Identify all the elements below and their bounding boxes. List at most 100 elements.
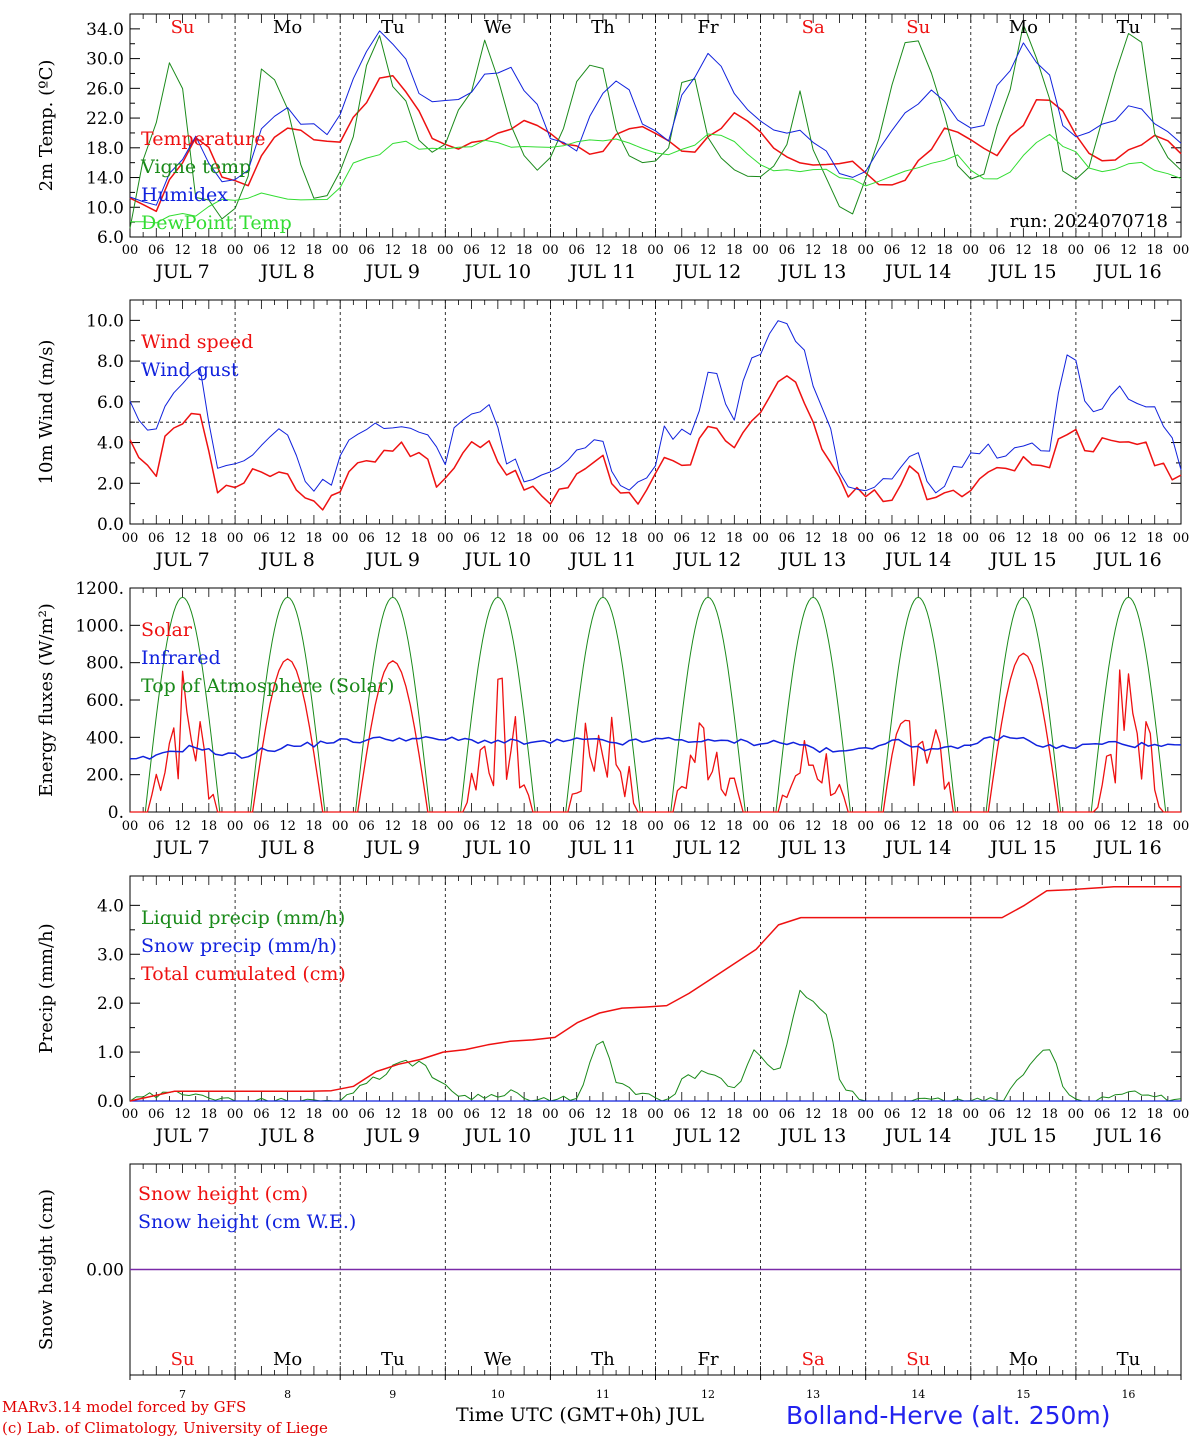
x-hour-label: 18: [306, 1107, 323, 1122]
x-date-label: JUL 16: [1093, 837, 1161, 859]
run-annotation: run: 2024070718: [1010, 211, 1168, 232]
legend-entry: Infrared: [141, 647, 221, 669]
weekday-label: Su: [906, 1349, 930, 1370]
x-hour-label: 06: [358, 243, 375, 258]
x-hour-label: 18: [411, 1107, 428, 1122]
series-line: [129, 735, 1182, 760]
x-hour-label: 18: [306, 819, 323, 834]
y-tick-label: 34.0: [86, 20, 124, 40]
series-line: [129, 23, 1182, 229]
y-tick-label: 600.: [86, 691, 124, 711]
series-line: [129, 989, 1182, 1102]
weekday-label: Mo: [1009, 17, 1038, 38]
x-hour-label: 12: [174, 531, 191, 546]
x-hour-label: 12: [490, 531, 507, 546]
x-date-label: JUL 8: [258, 549, 314, 571]
series-line: [129, 320, 1182, 494]
x-hour-label: 06: [779, 531, 796, 546]
legend-entry: Wind speed: [141, 331, 253, 353]
x-hour-label: 00: [1173, 243, 1190, 258]
x-hour-label: 18: [936, 1107, 953, 1122]
y-tick-label: 2.0: [97, 994, 124, 1014]
x-hour-label: 18: [936, 243, 953, 258]
x-hour-label: 06: [568, 1107, 585, 1122]
x-date-label: JUL 7: [153, 1125, 209, 1147]
x-hour-label: 18: [831, 1107, 848, 1122]
y-tick-label: 200.: [86, 766, 124, 786]
x-hour-label: 06: [989, 819, 1006, 834]
x-hour-label: 06: [568, 819, 585, 834]
x-hour-label: 18: [726, 531, 743, 546]
x-hour-label: 18: [1146, 243, 1163, 258]
x-hour-label: 18: [516, 819, 533, 834]
x-hour-label: 12: [279, 1107, 296, 1122]
x-date-label: JUL 10: [463, 549, 531, 571]
x-hour-label: 18: [306, 531, 323, 546]
y-tick-label: 10.0: [86, 311, 124, 331]
day-number-label: 11: [596, 1388, 610, 1401]
x-hour-label: 06: [253, 1107, 270, 1122]
x-hour-label: 00: [857, 819, 874, 834]
x-hour-label: 06: [674, 1107, 691, 1122]
x-date-label: JUL 11: [568, 1125, 636, 1147]
x-hour-label: 06: [253, 531, 270, 546]
x-hour-label: 06: [674, 819, 691, 834]
x-hour-label: 00: [332, 819, 349, 834]
weekday-label: Fr: [698, 17, 719, 38]
x-hour-label: 06: [358, 1107, 375, 1122]
x-hour-label: 00: [752, 819, 769, 834]
weekday-label: Su: [171, 1349, 195, 1370]
weekday-label: Su: [906, 17, 930, 38]
x-hour-label: 12: [490, 243, 507, 258]
x-hour-label: 12: [174, 243, 191, 258]
x-date-label: JUL 11: [568, 261, 636, 283]
x-hour-label: 12: [1120, 1107, 1137, 1122]
x-hour-label: 00: [122, 1107, 139, 1122]
x-date-label: JUL 9: [364, 549, 420, 571]
y-tick-label: 1000.: [75, 616, 124, 636]
x-hour-label: 18: [936, 819, 953, 834]
y-axis-label: Precip (mm/h): [36, 923, 57, 1053]
x-hour-label: 12: [595, 531, 612, 546]
weekday-label: Tu: [381, 1349, 405, 1370]
legend-entry: Snow precip (mm/h): [141, 935, 337, 957]
x-hour-label: 00: [963, 243, 980, 258]
x-hour-label: 06: [253, 819, 270, 834]
x-hour-label: 00: [332, 1107, 349, 1122]
y-tick-label: 2.0: [97, 474, 124, 494]
day-number-label: 12: [701, 1388, 715, 1401]
y-tick-label: 10.0: [86, 198, 124, 218]
weekday-label: Mo: [273, 1349, 302, 1370]
x-hour-label: 06: [463, 819, 480, 834]
legend-entry: Snow height (cm W.E.): [138, 1211, 356, 1233]
x-date-label: JUL 14: [883, 837, 951, 859]
weekday-label: Tu: [1117, 1349, 1141, 1370]
x-hour-label: 12: [805, 531, 822, 546]
legend-entry: Vigne temp: [140, 156, 251, 178]
y-tick-label: 22.0: [86, 109, 124, 129]
x-date-label: JUL 14: [883, 1125, 951, 1147]
x-date-label: JUL 15: [988, 261, 1056, 283]
x-hour-label: 06: [989, 243, 1006, 258]
x-date-label: JUL 13: [778, 1125, 846, 1147]
x-hour-label: 12: [490, 819, 507, 834]
x-hour-label: 18: [1041, 819, 1058, 834]
x-hour-label: 06: [779, 243, 796, 258]
x-hour-label: 06: [358, 819, 375, 834]
x-hour-label: 12: [384, 819, 401, 834]
x-hour-label: 00: [122, 243, 139, 258]
x-date-label: JUL 10: [463, 261, 531, 283]
x-hour-label: 06: [989, 531, 1006, 546]
x-hour-label: 06: [884, 531, 901, 546]
x-hour-label: 18: [1041, 1107, 1058, 1122]
x-hour-label: 18: [1146, 531, 1163, 546]
x-hour-label: 12: [174, 1107, 191, 1122]
x-hour-label: 12: [490, 1107, 507, 1122]
x-hour-label: 12: [700, 1107, 717, 1122]
x-date-label: JUL 12: [673, 837, 741, 859]
time-axis-label: Time UTC (GMT+0h) JUL: [456, 1404, 704, 1426]
x-date-label: JUL 7: [153, 549, 209, 571]
series-line: [129, 375, 1182, 511]
panel-frame: [129, 587, 1182, 813]
